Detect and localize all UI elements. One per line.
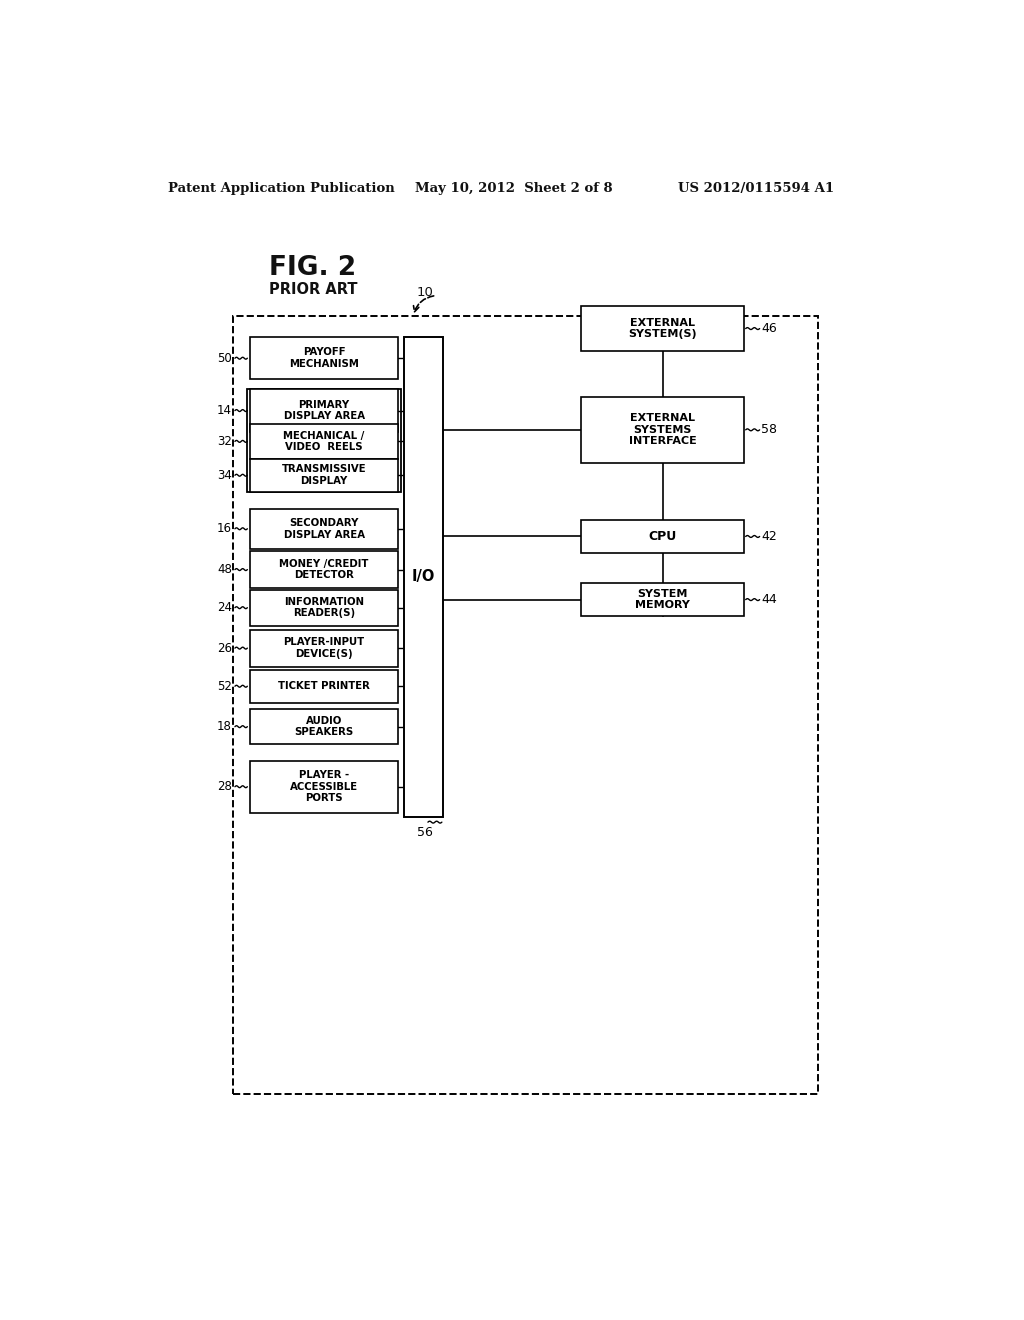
Text: MECHANICAL /
VIDEO  REELS: MECHANICAL / VIDEO REELS (284, 430, 365, 453)
Text: PRIMARY
DISPLAY AREA: PRIMARY DISPLAY AREA (284, 400, 365, 421)
FancyBboxPatch shape (251, 459, 397, 492)
Text: MONEY /CREDIT
DETECTOR: MONEY /CREDIT DETECTOR (280, 558, 369, 581)
Text: PLAYER-INPUT
DEVICE(S): PLAYER-INPUT DEVICE(S) (284, 638, 365, 659)
Text: Patent Application Publication: Patent Application Publication (168, 182, 395, 194)
FancyBboxPatch shape (248, 389, 400, 492)
Text: 18: 18 (217, 721, 231, 733)
Text: 58: 58 (761, 424, 777, 437)
FancyBboxPatch shape (251, 508, 397, 549)
Text: PRIOR ART: PRIOR ART (269, 281, 357, 297)
Text: 26: 26 (217, 642, 231, 655)
Text: TRANSMISSIVE
DISPLAY: TRANSMISSIVE DISPLAY (282, 465, 367, 486)
Text: 28: 28 (217, 780, 231, 793)
FancyBboxPatch shape (251, 709, 397, 744)
Text: AUDIO
SPEAKERS: AUDIO SPEAKERS (295, 715, 353, 738)
Text: EXTERNAL
SYSTEMS
INTERFACE: EXTERNAL SYSTEMS INTERFACE (629, 413, 696, 446)
Text: FIG. 2: FIG. 2 (269, 255, 356, 281)
FancyBboxPatch shape (251, 552, 397, 589)
Text: 46: 46 (761, 322, 777, 335)
Text: PAYOFF
MECHANISM: PAYOFF MECHANISM (289, 347, 359, 370)
Text: 34: 34 (217, 469, 231, 482)
Text: 56: 56 (417, 826, 433, 840)
Text: TICKET PRINTER: TICKET PRINTER (279, 681, 370, 692)
FancyBboxPatch shape (582, 520, 744, 553)
Text: PLAYER -
ACCESSIBLE
PORTS: PLAYER - ACCESSIBLE PORTS (290, 770, 358, 804)
Text: 50: 50 (217, 351, 231, 364)
Text: INFORMATION
READER(S): INFORMATION READER(S) (284, 597, 365, 619)
FancyBboxPatch shape (251, 389, 397, 432)
Text: May 10, 2012  Sheet 2 of 8: May 10, 2012 Sheet 2 of 8 (415, 182, 612, 194)
Text: 32: 32 (217, 434, 231, 447)
FancyBboxPatch shape (251, 630, 397, 667)
FancyBboxPatch shape (251, 590, 397, 626)
FancyBboxPatch shape (251, 424, 397, 459)
FancyBboxPatch shape (582, 306, 744, 351)
Text: EXTERNAL
SYSTEM(S): EXTERNAL SYSTEM(S) (629, 318, 697, 339)
Text: 42: 42 (761, 529, 777, 543)
Text: 24: 24 (217, 601, 231, 614)
Text: SECONDARY
DISPLAY AREA: SECONDARY DISPLAY AREA (284, 517, 365, 540)
Text: 44: 44 (761, 593, 777, 606)
FancyBboxPatch shape (582, 583, 744, 616)
FancyBboxPatch shape (251, 669, 397, 702)
Text: I/O: I/O (412, 569, 435, 585)
Text: CPU: CPU (648, 529, 677, 543)
FancyBboxPatch shape (251, 760, 397, 813)
FancyBboxPatch shape (403, 337, 442, 817)
Text: 52: 52 (217, 680, 231, 693)
Text: 14: 14 (217, 404, 231, 417)
Text: US 2012/0115594 A1: US 2012/0115594 A1 (678, 182, 835, 194)
Text: 16: 16 (217, 523, 231, 536)
Text: 10: 10 (417, 285, 433, 298)
FancyBboxPatch shape (232, 317, 818, 1094)
FancyBboxPatch shape (582, 397, 744, 462)
Text: SYSTEM
MEMORY: SYSTEM MEMORY (635, 589, 690, 610)
FancyBboxPatch shape (251, 337, 397, 379)
Text: 48: 48 (217, 564, 231, 576)
